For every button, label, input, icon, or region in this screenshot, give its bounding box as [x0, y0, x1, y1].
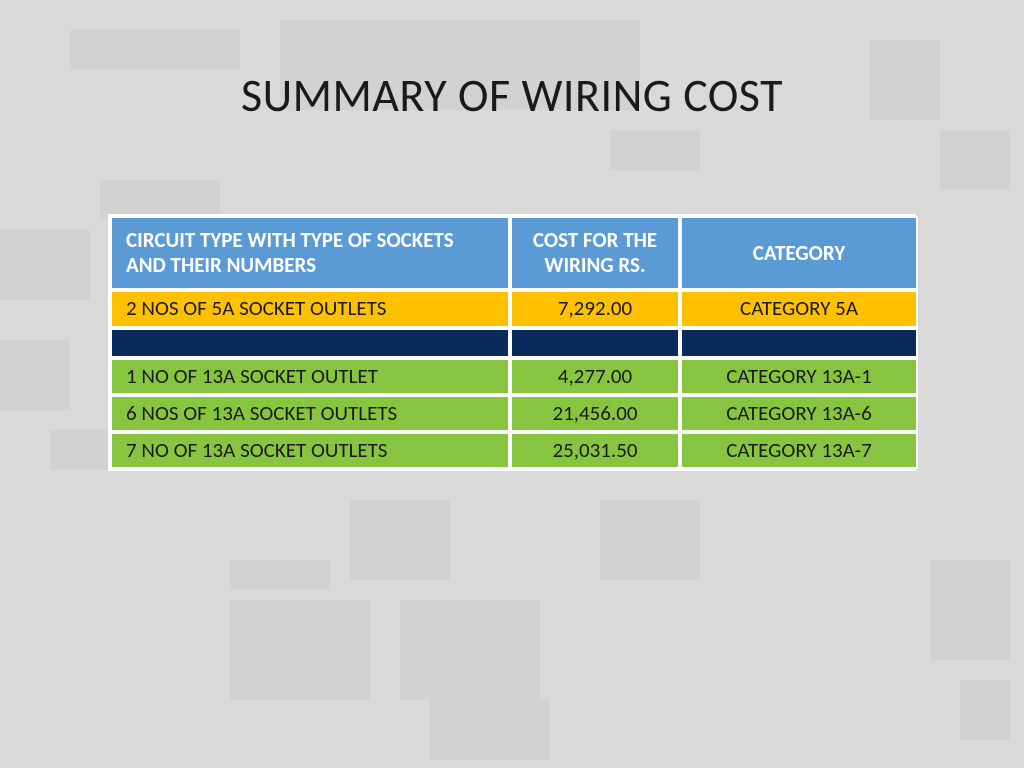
table-cell: 1 NO OF 13A SOCKET OUTLET: [110, 358, 510, 395]
table-row: 7 NO OF 13A SOCKET OUTLETS25,031.50CATEG…: [110, 432, 918, 469]
table-header-cell: CATEGORY: [680, 216, 918, 290]
table-cell: CATEGORY 5A: [680, 290, 918, 327]
page-title: SUMMARY OF WIRING COST: [0, 68, 1024, 124]
slide: SUMMARY OF WIRING COST CIRCUIT TYPE WITH…: [0, 0, 1024, 768]
table-row: [110, 328, 918, 358]
table-cell: 4,277.00: [510, 358, 680, 395]
table-body: 2 NOS OF 5A SOCKET OUTLETS7,292.00CATEGO…: [110, 290, 918, 469]
table-cell: CATEGORY 13A-6: [680, 395, 918, 432]
table-row: 2 NOS OF 5A SOCKET OUTLETS7,292.00CATEGO…: [110, 290, 918, 327]
table-row: 6 NOS OF 13A SOCKET OUTLETS21,456.00CATE…: [110, 395, 918, 432]
table-cell: 7 NO OF 13A SOCKET OUTLETS: [110, 432, 510, 469]
table-cell: 6 NOS OF 13A SOCKET OUTLETS: [110, 395, 510, 432]
table-cell: [510, 328, 680, 358]
table-cell: [680, 328, 918, 358]
table-cell: 25,031.50: [510, 432, 680, 469]
wiring-cost-table-container: CIRCUIT TYPE WITH TYPE OF SOCKETS AND TH…: [108, 214, 916, 471]
table-cell: CATEGORY 13A-7: [680, 432, 918, 469]
table-cell: [110, 328, 510, 358]
table-header-cell: CIRCUIT TYPE WITH TYPE OF SOCKETS AND TH…: [110, 216, 510, 290]
wiring-cost-table: CIRCUIT TYPE WITH TYPE OF SOCKETS AND TH…: [110, 216, 918, 469]
table-cell: 7,292.00: [510, 290, 680, 327]
table-header-cell: COST FOR THE WIRING RS.: [510, 216, 680, 290]
table-cell: CATEGORY 13A-1: [680, 358, 918, 395]
table-cell: 21,456.00: [510, 395, 680, 432]
table-row: 1 NO OF 13A SOCKET OUTLET4,277.00CATEGOR…: [110, 358, 918, 395]
table-header-row: CIRCUIT TYPE WITH TYPE OF SOCKETS AND TH…: [110, 216, 918, 290]
table-cell: 2 NOS OF 5A SOCKET OUTLETS: [110, 290, 510, 327]
